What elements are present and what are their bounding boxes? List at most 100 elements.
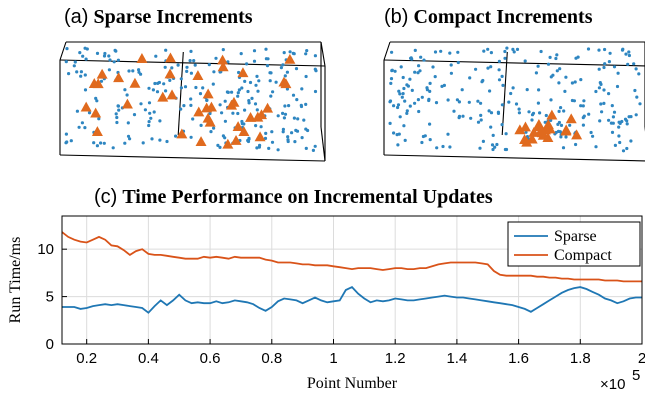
point-marker bbox=[401, 92, 405, 96]
point-marker bbox=[270, 130, 274, 134]
point-marker bbox=[538, 111, 542, 115]
point-marker bbox=[449, 63, 453, 67]
point-marker bbox=[544, 113, 548, 118]
chart-ticks: 0.2 0.4 0.6 0.8 1 1.2 1.4 1.6 1.8 2 0 5 10 bbox=[37, 241, 645, 367]
point-marker bbox=[390, 50, 394, 54]
point-marker bbox=[417, 64, 421, 68]
point-marker bbox=[83, 73, 87, 77]
point-marker bbox=[302, 118, 306, 122]
point-marker bbox=[500, 123, 504, 127]
point-marker bbox=[449, 71, 453, 75]
point-marker bbox=[265, 64, 270, 68]
point-marker bbox=[408, 104, 412, 108]
point-marker bbox=[503, 147, 507, 152]
point-marker bbox=[293, 140, 297, 144]
point-marker bbox=[75, 109, 79, 113]
point-marker bbox=[216, 143, 220, 147]
point-marker bbox=[425, 88, 429, 92]
increment-marker bbox=[217, 54, 229, 65]
point-marker bbox=[287, 104, 291, 108]
x-tick-label: 2 bbox=[638, 350, 645, 367]
point-marker bbox=[279, 66, 283, 70]
point-marker bbox=[598, 119, 602, 123]
point-marker bbox=[237, 70, 241, 75]
point-marker bbox=[240, 86, 244, 90]
point-marker bbox=[434, 101, 439, 105]
point-marker bbox=[69, 139, 73, 143]
point-marker bbox=[255, 74, 259, 78]
point-marker bbox=[294, 128, 298, 132]
point-marker bbox=[512, 50, 516, 54]
point-marker bbox=[392, 131, 396, 135]
point-marker bbox=[221, 134, 225, 138]
y-tick-label: 10 bbox=[37, 241, 54, 258]
point-marker bbox=[435, 146, 439, 150]
point-marker bbox=[95, 99, 99, 103]
x-tick-label: 1.2 bbox=[385, 350, 406, 367]
point-marker bbox=[582, 99, 586, 103]
point-marker bbox=[616, 71, 620, 75]
point-marker bbox=[80, 121, 84, 125]
point-marker bbox=[126, 134, 131, 138]
increment-marker bbox=[526, 133, 538, 144]
point-marker bbox=[607, 60, 612, 64]
point-marker bbox=[511, 86, 515, 90]
point-marker bbox=[266, 57, 270, 61]
point-marker bbox=[461, 114, 465, 118]
point-marker bbox=[489, 125, 493, 129]
point-marker bbox=[220, 111, 224, 115]
point-marker bbox=[523, 59, 527, 63]
point-marker bbox=[625, 146, 629, 151]
increment-marker bbox=[80, 101, 92, 112]
point-marker bbox=[620, 48, 625, 52]
point-marker bbox=[480, 80, 484, 84]
increment-marker bbox=[245, 111, 257, 122]
point-marker bbox=[408, 77, 412, 81]
point-marker bbox=[507, 100, 511, 104]
point-marker bbox=[501, 83, 505, 87]
plot-area-border bbox=[61, 215, 643, 345]
point-marker bbox=[294, 67, 299, 71]
increment-marker bbox=[136, 53, 148, 63]
point-marker bbox=[602, 88, 606, 92]
point-marker bbox=[64, 60, 68, 64]
increment-marker bbox=[164, 68, 176, 79]
point-marker bbox=[608, 51, 612, 55]
point-marker bbox=[417, 109, 421, 114]
point-marker bbox=[581, 123, 586, 127]
point-marker bbox=[422, 58, 426, 62]
point-marker bbox=[479, 101, 483, 105]
point-marker bbox=[295, 98, 299, 102]
point-marker bbox=[632, 62, 636, 66]
point-marker bbox=[497, 68, 501, 72]
point-marker bbox=[556, 129, 561, 133]
point-marker bbox=[72, 64, 76, 68]
point-marker bbox=[283, 104, 287, 108]
point-marker bbox=[65, 47, 69, 51]
point-marker bbox=[236, 94, 240, 98]
point-marker bbox=[78, 51, 82, 55]
increment-marker bbox=[195, 136, 207, 146]
point-marker bbox=[189, 135, 193, 139]
point-marker bbox=[147, 86, 151, 90]
panel-b-name: Compact Increments bbox=[413, 6, 593, 28]
point-marker bbox=[493, 145, 497, 149]
point-marker bbox=[591, 134, 595, 138]
point-marker bbox=[468, 76, 472, 80]
point-marker bbox=[188, 59, 192, 63]
point-marker bbox=[313, 54, 317, 58]
chart-series bbox=[61, 231, 642, 314]
point-marker bbox=[148, 111, 152, 115]
point-marker bbox=[313, 144, 317, 148]
point-marker bbox=[555, 53, 559, 57]
point-marker bbox=[549, 118, 553, 122]
point-marker bbox=[497, 59, 501, 64]
point-marker bbox=[559, 106, 563, 110]
point-marker bbox=[409, 56, 413, 60]
point-marker bbox=[393, 69, 397, 73]
increment-marker bbox=[176, 128, 188, 139]
point-marker bbox=[402, 124, 406, 128]
point-marker bbox=[479, 113, 483, 117]
point-marker bbox=[416, 71, 420, 75]
point-marker bbox=[579, 78, 583, 82]
